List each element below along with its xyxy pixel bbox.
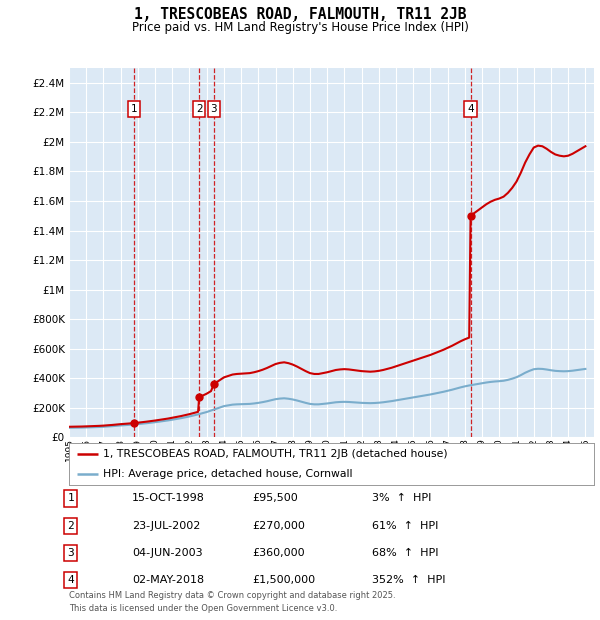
Text: 2: 2 — [67, 521, 74, 531]
Text: 3: 3 — [211, 104, 217, 114]
Text: 61%  ↑  HPI: 61% ↑ HPI — [372, 521, 439, 531]
Text: 3: 3 — [67, 548, 74, 558]
Text: 1, TRESCOBEAS ROAD, FALMOUTH, TR11 2JB: 1, TRESCOBEAS ROAD, FALMOUTH, TR11 2JB — [134, 7, 466, 22]
Text: £1,500,000: £1,500,000 — [252, 575, 315, 585]
Text: 4: 4 — [67, 575, 74, 585]
Text: HPI: Average price, detached house, Cornwall: HPI: Average price, detached house, Corn… — [103, 469, 353, 479]
Text: 1: 1 — [67, 494, 74, 503]
Text: 04-JUN-2003: 04-JUN-2003 — [132, 548, 203, 558]
Text: 1: 1 — [131, 104, 137, 114]
Text: 2: 2 — [196, 104, 202, 114]
Text: £360,000: £360,000 — [252, 548, 305, 558]
Text: £270,000: £270,000 — [252, 521, 305, 531]
Text: 23-JUL-2002: 23-JUL-2002 — [132, 521, 200, 531]
Text: Contains HM Land Registry data © Crown copyright and database right 2025.: Contains HM Land Registry data © Crown c… — [69, 591, 395, 600]
Text: 68%  ↑  HPI: 68% ↑ HPI — [372, 548, 439, 558]
Text: 4: 4 — [467, 104, 474, 114]
Text: 02-MAY-2018: 02-MAY-2018 — [132, 575, 204, 585]
Text: This data is licensed under the Open Government Licence v3.0.: This data is licensed under the Open Gov… — [69, 603, 337, 613]
Text: £95,500: £95,500 — [252, 494, 298, 503]
Text: 3%  ↑  HPI: 3% ↑ HPI — [372, 494, 431, 503]
Text: 1, TRESCOBEAS ROAD, FALMOUTH, TR11 2JB (detached house): 1, TRESCOBEAS ROAD, FALMOUTH, TR11 2JB (… — [103, 449, 448, 459]
Text: 352%  ↑  HPI: 352% ↑ HPI — [372, 575, 445, 585]
Text: Price paid vs. HM Land Registry's House Price Index (HPI): Price paid vs. HM Land Registry's House … — [131, 21, 469, 34]
Text: 15-OCT-1998: 15-OCT-1998 — [132, 494, 205, 503]
